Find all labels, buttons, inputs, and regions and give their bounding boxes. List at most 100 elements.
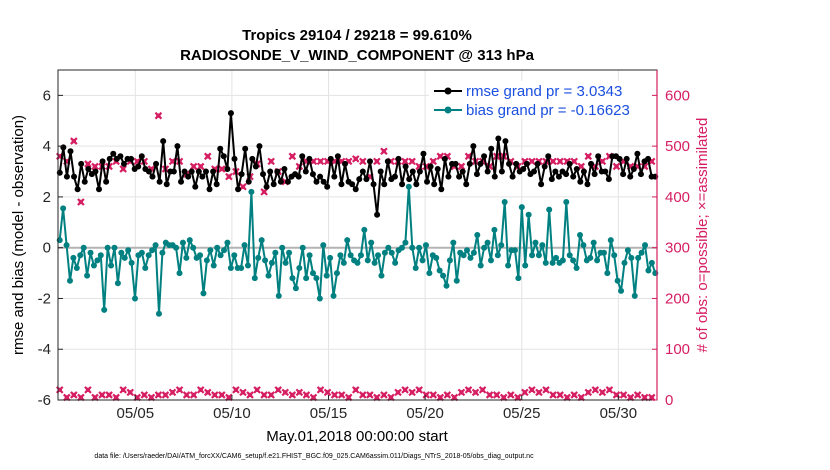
obs-count-marker bbox=[119, 386, 127, 394]
rmse-point bbox=[370, 181, 377, 188]
rmse-point bbox=[156, 178, 163, 185]
rmse-point bbox=[185, 173, 192, 180]
obs-count-marker bbox=[429, 391, 438, 399]
bias-point bbox=[152, 242, 159, 249]
rmse-point bbox=[588, 160, 595, 167]
bias-point bbox=[296, 265, 303, 271]
obs-count-marker bbox=[380, 391, 388, 399]
obs-count-marker bbox=[253, 386, 261, 394]
rmse-point bbox=[580, 168, 587, 175]
bias-point bbox=[77, 252, 84, 259]
rmse-point bbox=[170, 168, 177, 175]
rmse-point bbox=[295, 173, 302, 180]
obs-count-marker bbox=[225, 172, 233, 181]
bias-point bbox=[313, 275, 320, 282]
rmse-point bbox=[302, 168, 309, 175]
obs-count-marker bbox=[133, 157, 142, 166]
obs-count-marker bbox=[429, 157, 438, 166]
obs-count-marker bbox=[203, 152, 212, 161]
bias-point bbox=[183, 254, 190, 261]
chart-subtitle: RADIOSONDE_V_WIND_COMPONENT @ 313 hPa bbox=[180, 47, 535, 64]
rmse-point bbox=[242, 145, 249, 152]
rmse-point bbox=[327, 155, 334, 162]
rmse-point bbox=[238, 171, 245, 178]
bias-point bbox=[320, 242, 327, 249]
obs-count-marker bbox=[528, 386, 536, 394]
bias-point bbox=[207, 247, 214, 254]
obs-count-marker bbox=[211, 391, 219, 399]
rmse-point bbox=[227, 110, 234, 117]
obs-count-marker bbox=[77, 198, 85, 206]
bias-point bbox=[594, 257, 601, 264]
obs-count-marker bbox=[633, 391, 642, 399]
bias-point bbox=[66, 277, 73, 284]
obs-count-marker bbox=[344, 393, 353, 402]
obs-count-marker bbox=[401, 386, 409, 394]
bias-point bbox=[638, 249, 645, 256]
bias-point bbox=[440, 272, 447, 279]
bias-point bbox=[446, 257, 453, 264]
rmse-point bbox=[128, 155, 135, 162]
bias-point bbox=[155, 310, 162, 317]
rmse-point bbox=[260, 171, 267, 178]
bias-point bbox=[340, 259, 347, 266]
bias-point bbox=[203, 257, 210, 264]
rmse-point bbox=[359, 168, 366, 175]
obs-count-marker bbox=[366, 391, 374, 399]
obs-count-marker bbox=[570, 391, 578, 399]
rmse-point bbox=[192, 183, 199, 190]
rmse-point bbox=[149, 173, 156, 180]
obs-count-marker bbox=[514, 393, 522, 402]
obs-count-marker bbox=[351, 386, 360, 394]
bias-point bbox=[645, 267, 652, 274]
bias-point bbox=[576, 232, 583, 238]
x-tick-label: 05/05 bbox=[117, 405, 155, 422]
legend: rmse grand pr = 3.0343 bias grand pr = -… bbox=[429, 81, 652, 119]
rmse-point bbox=[334, 153, 341, 160]
rmse-point bbox=[470, 143, 477, 150]
rmse-point bbox=[299, 153, 306, 160]
data-series bbox=[55, 110, 659, 402]
obs-count-marker bbox=[154, 391, 163, 399]
bias-point bbox=[631, 292, 638, 299]
bias-point bbox=[60, 205, 67, 212]
obs-count-marker bbox=[471, 388, 480, 397]
bias-point bbox=[587, 254, 594, 261]
bias-point bbox=[241, 242, 248, 249]
x-axis-label: May.01,2018 00:00:00 start bbox=[266, 428, 448, 445]
bias-point bbox=[94, 257, 101, 264]
legend-rmse-marker bbox=[444, 87, 452, 95]
obs-count-marker bbox=[528, 157, 536, 166]
right-tick-label: 600 bbox=[665, 87, 690, 104]
rmse-point bbox=[313, 178, 320, 185]
bias-point bbox=[573, 265, 580, 271]
bias-point bbox=[539, 242, 546, 249]
y-tick-label: 2 bbox=[43, 189, 51, 206]
obs-count-marker bbox=[260, 391, 268, 399]
rmse-point bbox=[138, 153, 145, 160]
obs-count-marker bbox=[380, 147, 388, 156]
rmse-point bbox=[473, 171, 480, 178]
rmse-point bbox=[85, 166, 92, 172]
bias-point bbox=[200, 290, 207, 297]
bias-point bbox=[316, 295, 323, 302]
obs-count-marker bbox=[535, 388, 543, 397]
obs-count-marker bbox=[443, 391, 452, 399]
rmse-point bbox=[441, 155, 448, 162]
rmse-point bbox=[188, 168, 195, 175]
rmse-point bbox=[206, 186, 213, 193]
legend-bias-label: bias grand pr = -0.16623 bbox=[466, 102, 630, 119]
rmse-point bbox=[573, 166, 580, 172]
obs-count-marker bbox=[147, 393, 156, 402]
bias-point bbox=[251, 275, 258, 282]
obs-count-marker bbox=[394, 388, 402, 397]
bias-point bbox=[522, 262, 529, 269]
bias-point bbox=[101, 306, 108, 313]
rmse-point bbox=[538, 181, 545, 188]
rmse-point bbox=[391, 173, 398, 180]
rmse-point bbox=[63, 173, 70, 180]
rmse-point bbox=[320, 178, 327, 185]
bias-point bbox=[361, 226, 368, 233]
x-tick-label: 05/10 bbox=[213, 405, 251, 422]
rmse-point bbox=[274, 168, 281, 175]
